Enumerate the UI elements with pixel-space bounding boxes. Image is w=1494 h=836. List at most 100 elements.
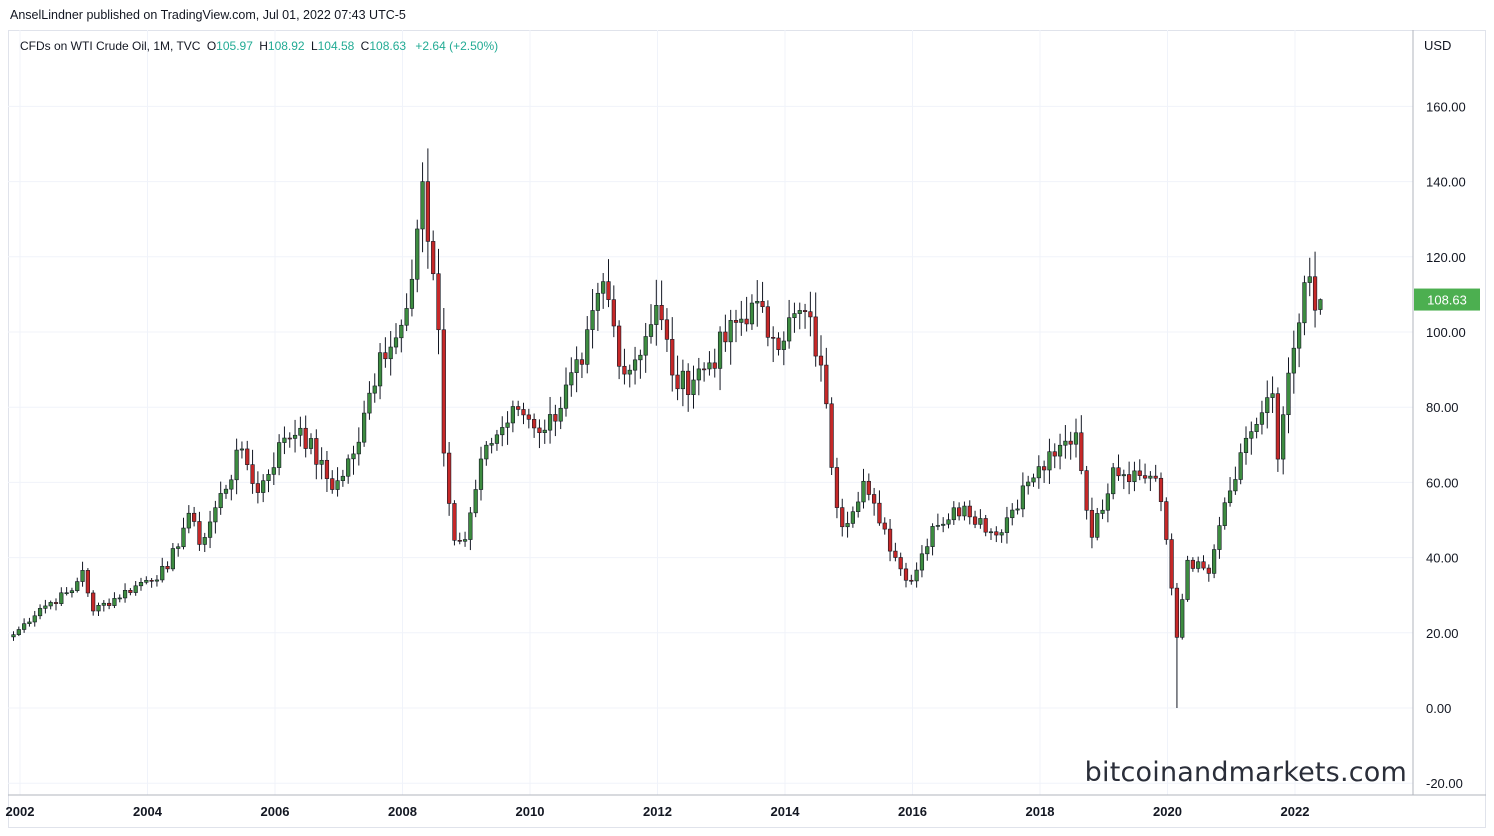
candle-body [638, 354, 643, 361]
candle-body [447, 452, 452, 504]
price-tick-label: 160.00 [1426, 99, 1466, 114]
candle-body [946, 519, 951, 525]
candle-body [941, 523, 946, 526]
candle-body [622, 365, 627, 375]
candle-body [1095, 513, 1100, 538]
candle-body [829, 403, 834, 468]
candle-body [664, 319, 670, 340]
candle-body [11, 634, 16, 638]
price-tick-label: -20.00 [1426, 776, 1463, 791]
candle-body [319, 459, 324, 465]
candle-body [1297, 322, 1302, 349]
candle-body [967, 505, 972, 518]
candle-body [457, 540, 462, 542]
candle-body [712, 362, 717, 369]
candle-body [340, 475, 345, 481]
time-tick-label: 2022 [1281, 804, 1310, 819]
candle-body [659, 305, 664, 321]
price-tick-label: 0.00 [1426, 701, 1451, 716]
candle-body [978, 518, 983, 525]
candle-body [728, 320, 733, 343]
candle-body [542, 429, 547, 433]
candle-body [1073, 432, 1079, 445]
candle-body [765, 306, 770, 338]
candle-body [771, 337, 776, 339]
price-tick-label: 80.00 [1426, 400, 1459, 415]
candle-body [893, 550, 898, 558]
candle-body [112, 598, 117, 606]
open-label: O [206, 39, 217, 53]
candle-body [521, 409, 526, 416]
candle-body [532, 419, 537, 429]
candle-body [1026, 481, 1031, 487]
candle-body [914, 569, 919, 582]
candle-body [505, 422, 510, 428]
candle-body [760, 301, 765, 308]
candle-body [882, 522, 887, 530]
candle-body [840, 507, 845, 528]
candle-body [611, 299, 616, 327]
candle-body [197, 521, 202, 545]
candle-body [277, 442, 282, 468]
candle-body [723, 331, 728, 343]
grid-lines [8, 30, 1413, 795]
candle-body [1249, 431, 1254, 439]
candle-body [404, 308, 409, 326]
candle-body [1042, 466, 1047, 471]
candle-body [1238, 452, 1243, 480]
time-tick-label: 2006 [261, 804, 290, 819]
candle-body [1111, 467, 1116, 495]
candle-body [1270, 393, 1275, 398]
time-tick-label: 2012 [643, 804, 672, 819]
price-tick-label: 100.00 [1426, 325, 1466, 340]
close-label: C [360, 39, 370, 53]
last-price-bg [1414, 288, 1480, 311]
candle-body [298, 427, 303, 436]
candle-body [707, 362, 712, 370]
candle-body [213, 507, 218, 523]
candle-body [1153, 475, 1158, 479]
candle-body [818, 355, 824, 366]
candle-body [691, 379, 696, 395]
candle-body [1100, 509, 1105, 514]
candle-body [160, 566, 165, 581]
candle-body [1206, 567, 1211, 574]
candle-body [558, 407, 563, 422]
candle-body [202, 537, 207, 545]
symbol-legend: CFDs on WTI Crude Oil, 1M, TVC O105.97 H… [20, 39, 498, 53]
candle-body [845, 523, 850, 528]
candle-body [441, 329, 446, 454]
candle-body [1015, 508, 1020, 511]
candle-body [1137, 470, 1142, 476]
candle-body [1004, 517, 1010, 533]
candle-body [951, 507, 956, 521]
candle-body [516, 406, 521, 410]
candle-body [170, 548, 175, 570]
candle-body [351, 453, 356, 460]
candle-body [431, 241, 436, 275]
candle-body [1318, 299, 1323, 310]
high-label: H [259, 39, 268, 53]
candle-body [1057, 444, 1063, 457]
candle-body [877, 502, 882, 524]
candle-body [452, 503, 457, 541]
candle-body [399, 324, 404, 339]
candle-body [239, 448, 245, 451]
candle-body [595, 292, 600, 311]
candle-body [223, 488, 229, 494]
candle-body [250, 464, 255, 484]
candle-body [872, 494, 877, 504]
candle-body [537, 427, 542, 433]
candle-body [308, 438, 314, 449]
candle-body [1180, 599, 1185, 638]
time-tick-label: 2016 [898, 804, 927, 819]
candle-body [1281, 414, 1286, 460]
candle-body [255, 483, 260, 493]
candle-body [484, 444, 489, 460]
candle-body [48, 602, 53, 607]
candle-body [133, 585, 138, 593]
candle-body [186, 512, 191, 529]
candle-body [101, 602, 106, 606]
candle-body [675, 374, 680, 390]
